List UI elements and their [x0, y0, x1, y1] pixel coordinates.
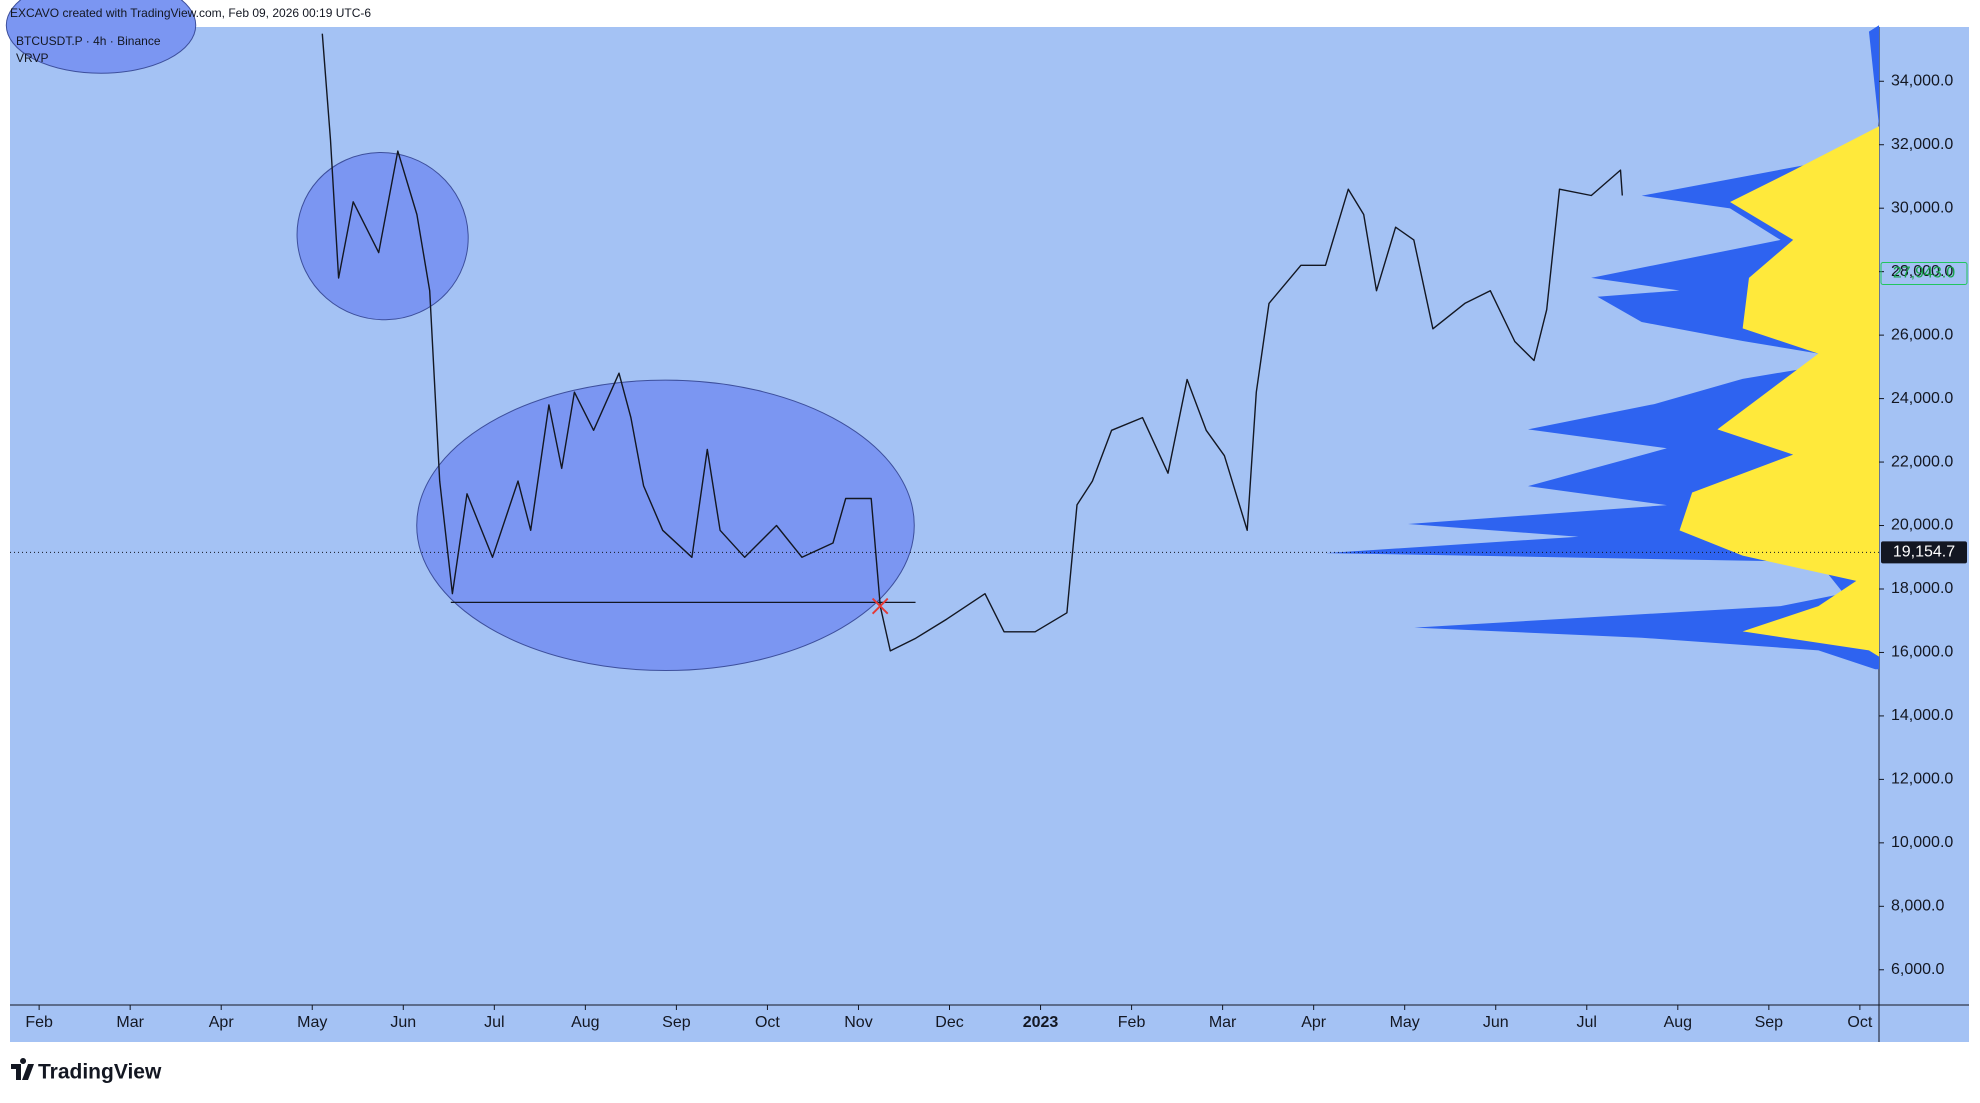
drawings — [5, 0, 1880, 672]
logo: TradingView — [11, 1058, 162, 1084]
x-tick-label: Jul — [1577, 1014, 1597, 1031]
volume-profile-value-area — [1679, 126, 1880, 657]
header: EXCAVO created with TradingView.com, Feb… — [10, 6, 371, 20]
plot — [10, 33, 1879, 652]
logo-mark — [11, 1058, 34, 1080]
x-tick-label: Mar — [1209, 1014, 1237, 1031]
time-axis-background — [10, 1005, 1879, 1042]
indicator-label: VRVP — [16, 51, 48, 65]
y-tick-label: 34,000.0 — [1891, 72, 1953, 89]
x-tick-label: Sep — [1755, 1014, 1784, 1031]
x-tick-label: 2023 — [1023, 1014, 1059, 1031]
y-tick-label: 18,000.0 — [1891, 580, 1953, 597]
x-tick-label: Oct — [1847, 1014, 1872, 1031]
x-tick-label: Apr — [1301, 1014, 1327, 1031]
y-tick-label: 32,000.0 — [1891, 136, 1953, 153]
x-tick-label: May — [1390, 1014, 1420, 1031]
x-tick-label: Mar — [116, 1014, 144, 1031]
y-tick-label: 6,000.0 — [1891, 961, 1944, 978]
x-tick-label: Aug — [1664, 1014, 1692, 1031]
x-tick-label: Aug — [571, 1014, 599, 1031]
y-tick-label: 10,000.0 — [1891, 834, 1953, 851]
price-line — [321, 33, 1623, 652]
cross-marker — [871, 597, 889, 615]
price-label: 19,154.7 — [1893, 544, 1955, 561]
x-tick-label: Feb — [25, 1014, 53, 1031]
price-label-box — [1880, 261, 1968, 285]
y-tick-label: 16,000.0 — [1891, 644, 1953, 661]
y-tick-label: 12,000.0 — [1891, 771, 1953, 788]
marker — [871, 597, 889, 615]
x-tick-label: Oct — [755, 1014, 780, 1031]
ellipse-drawing — [5, 0, 197, 74]
y-tick-label: 20,000.0 — [1891, 517, 1953, 534]
y-tick-label: 8,000.0 — [1891, 898, 1944, 915]
price-axis-background — [1879, 27, 1969, 1042]
y-tick-label: 14,000.0 — [1891, 707, 1953, 724]
y-tick-label: 28,000.0 — [1891, 263, 1953, 280]
x-tick-label: Jun — [1483, 1014, 1509, 1031]
x-tick-label: Sep — [662, 1014, 691, 1031]
x-tick-label: Feb — [1118, 1014, 1146, 1031]
x-tick-label: Dec — [935, 1014, 963, 1031]
y-tick-label: 30,000.0 — [1891, 199, 1953, 216]
x-tick-label: May — [297, 1014, 327, 1031]
ellipse-drawing — [296, 151, 469, 321]
y-tick-label: 24,000.0 — [1891, 390, 1953, 407]
y-tick-label: 22,000.0 — [1891, 453, 1953, 470]
x-tick-label: Apr — [209, 1014, 235, 1031]
price-label-box — [1881, 541, 1967, 564]
x-tick-label: Jun — [390, 1014, 416, 1031]
x-tick-label: Jul — [484, 1014, 504, 1031]
price-label: 27,943.0 — [1893, 265, 1955, 282]
x-tick-label: Nov — [844, 1014, 872, 1031]
y-tick-label: 26,000.0 — [1891, 326, 1953, 343]
symbol-label: BTCUSDT.P · 4h · Binance — [16, 34, 161, 48]
logo-text: TradingView — [38, 1061, 162, 1084]
ellipse-drawing — [416, 379, 915, 672]
